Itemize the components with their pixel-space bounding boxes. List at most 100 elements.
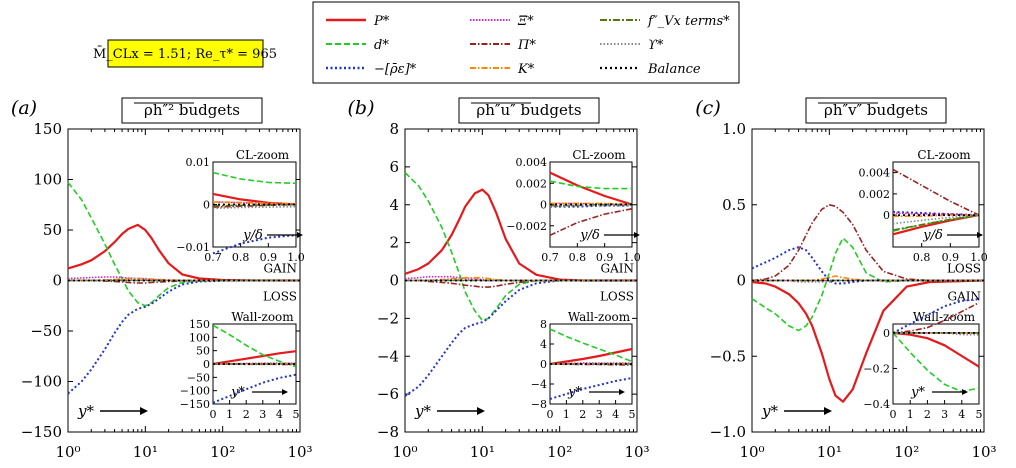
gain-label: GAIN <box>601 262 635 276</box>
inset-y-tick-label: −0.01 <box>176 241 210 254</box>
y-tick-label: 2 <box>389 234 399 252</box>
x-tick-label: 10² <box>210 443 235 461</box>
inset-x-tick-label: 4 <box>276 408 283 421</box>
panel-label: (a) <box>11 97 37 119</box>
y-tick-label: −1.0 <box>710 423 746 441</box>
series-line <box>68 278 300 282</box>
inset-x-tick-label: 5 <box>293 408 300 421</box>
x-tick-label: 10¹ <box>470 443 495 461</box>
x-axis-annotation: y* <box>77 402 94 420</box>
inset-x-tick-label: 0.7 <box>204 251 222 264</box>
gain-label: GAIN <box>264 262 298 276</box>
inset-y-tick-label: 0 <box>883 327 890 340</box>
x-axis-annotation: y* <box>761 402 778 420</box>
inset-x-tick-label: 2 <box>579 408 586 421</box>
y-tick-label: −150 <box>21 423 62 441</box>
inset-arrow-head <box>634 232 640 238</box>
inset-title: CL-zoom <box>572 148 626 162</box>
series-line <box>751 237 984 332</box>
axis-arrow-head <box>140 407 148 415</box>
series-line <box>751 204 984 282</box>
inset-title: Wall-zoom <box>231 310 294 324</box>
series-line <box>751 279 985 403</box>
y-tick-label: 1.0 <box>722 120 746 138</box>
inset-x-tick-label: 1 <box>226 408 233 421</box>
x-tick-label: 10³ <box>971 443 996 461</box>
x-tick-label: 10¹ <box>133 443 158 461</box>
legend-label: Π* <box>517 38 536 53</box>
inset-y-tick-label: 100 <box>189 331 210 344</box>
inset-frame <box>892 161 980 248</box>
loss-label: LOSS <box>263 290 297 304</box>
inset-y-tick-label: 0.002 <box>516 177 548 190</box>
inset-y-tick-label: 0 <box>203 199 210 212</box>
inset-series-group <box>212 324 297 404</box>
inset-y-tick-label: −100 <box>180 385 210 398</box>
y-tick-label: −8 <box>377 423 399 441</box>
inset-series-line <box>549 180 632 190</box>
y-tick-label: 50 <box>43 221 62 239</box>
inset-x-label: y/δ <box>922 228 943 243</box>
inset-x-tick-label: 2 <box>924 408 931 421</box>
inset-x-label: y* <box>230 385 245 400</box>
inset-series-line <box>549 347 633 366</box>
series-group <box>67 182 301 395</box>
y-tick-label: 150 <box>33 120 62 138</box>
inset-series-line <box>549 377 633 400</box>
info-box: M̄_CLx = 1.51; Re_τ* = 965 <box>93 39 277 68</box>
loss-label: LOSS <box>947 262 981 276</box>
legend-label: ϒ* <box>648 38 664 53</box>
inset-x-tick-label: 0 <box>210 408 217 421</box>
panel-label: (b) <box>348 97 375 119</box>
title-frame <box>121 97 263 124</box>
inset-y-tick-label: 4 <box>540 338 547 351</box>
inset-arrow-head <box>282 389 288 395</box>
inset-x-tick-label: 4 <box>958 408 965 421</box>
inset-x-tick-label: 0.8 <box>232 251 250 264</box>
inset-x-tick-label: 0 <box>547 408 554 421</box>
inset-y-tick-label: 50 <box>196 345 210 358</box>
panel-label: (c) <box>695 97 720 119</box>
inset-y-tick-label: 0 <box>883 209 890 222</box>
legend: P* d* −[ρ̄ε]* Ξ* Π* K* f″_Vx terms* ϒ* Balance <box>312 1 740 84</box>
inset-y-tick-label: 0.01 <box>186 156 211 169</box>
y-tick-label: −100 <box>21 373 62 391</box>
inset-x-tick-label: 3 <box>941 408 948 421</box>
legend-label: f″_Vx terms* <box>647 14 730 29</box>
panel-title: ρh″v″ budgets <box>824 101 928 119</box>
inset-x-tick-label: 3 <box>596 408 603 421</box>
inset-y-tick-label: 0.004 <box>859 167 891 180</box>
inset-x-tick-label: 0.8 <box>913 251 931 264</box>
inset-y-tick-label: −0.4 <box>863 398 890 411</box>
y-tick-label: 0 <box>52 272 62 290</box>
x-tick-label: 10⁰ <box>392 443 417 461</box>
series-line <box>404 279 637 397</box>
inset-arrow-head <box>977 232 983 238</box>
y-tick-label: 100 <box>33 171 62 189</box>
series-group <box>404 172 637 397</box>
inset-series-group <box>892 298 980 393</box>
panel-c: (c) ρh″v″ budgets −1.0 −0.5 0 0.5 1.0 10⁰ 10¹ 10²… <box>695 97 996 461</box>
y-tick-label: −2 <box>377 309 399 327</box>
inset-x-tick-label: 2 <box>243 408 250 421</box>
inset-y-tick-label: 8 <box>540 318 547 331</box>
inset-y-tick-label: 0 <box>540 199 547 212</box>
inset-series-group <box>549 171 633 237</box>
inset-series-line <box>892 214 980 231</box>
inset-x-label: y* <box>567 385 582 400</box>
inset-title: CL-zoom <box>236 148 290 162</box>
x-tick-label: 10¹ <box>817 443 842 461</box>
y-tick-label: −50 <box>30 322 62 340</box>
inset-y-tick-label: −8 <box>531 398 547 411</box>
series-line <box>67 223 301 282</box>
inset-x-tick-label: 4 <box>612 408 619 421</box>
inset-y-tick-label: 0 <box>203 358 210 371</box>
inset-x-tick-label: 1.0 <box>623 251 641 264</box>
inset-x-tick-label: 0.7 <box>541 251 559 264</box>
inset-y-tick-label: −0.002 <box>506 220 547 233</box>
inset-title: Wall-zoom <box>568 310 631 324</box>
inset-x-label: y* <box>910 385 925 400</box>
